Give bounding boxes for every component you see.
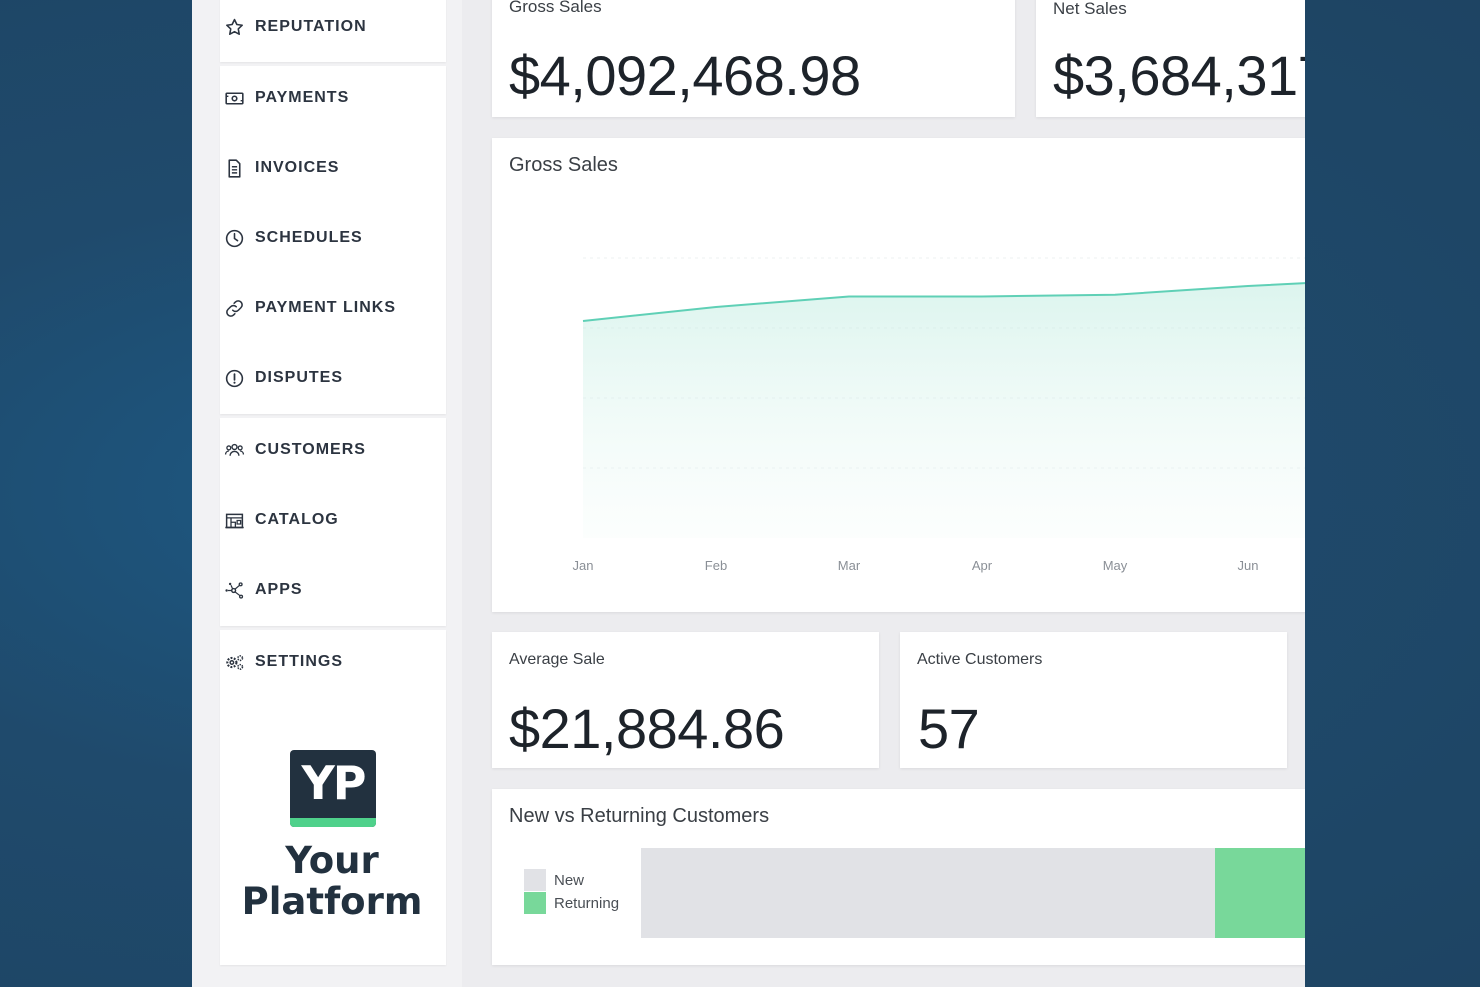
sidebar-item-label: PAYMENT LINKS bbox=[255, 299, 397, 316]
active-customers-value: 57 bbox=[918, 697, 980, 760]
sidebar-item-schedules[interactable]: SCHEDULES bbox=[224, 223, 363, 253]
sidebar-item-disputes[interactable]: DISPUTES bbox=[224, 363, 343, 393]
link-icon bbox=[226, 299, 243, 317]
sidebar-item-label: DISPUTES bbox=[255, 369, 344, 386]
average-sale-value: $21,884.86 bbox=[509, 697, 785, 760]
sidebar-item-label: INVOICES bbox=[255, 159, 340, 176]
gross-sales-chart-card: Gross Sales Jan Feb Mar Apr May Jun bbox=[492, 138, 1305, 612]
brand-name-line2: Platform bbox=[241, 880, 423, 923]
bar-segment-new bbox=[641, 848, 1215, 938]
brand-logo: YP bbox=[290, 750, 376, 827]
legend-swatch-new bbox=[524, 869, 546, 891]
average-sale-label: Average Sale bbox=[509, 651, 605, 668]
gross-sales-value: $4,092,468.98 bbox=[509, 44, 861, 107]
gross-sales-line bbox=[582, 282, 1305, 322]
sidebar-item-label: APPS bbox=[255, 581, 303, 598]
new-vs-returning-card: New vs Returning Customers New Returning bbox=[492, 789, 1305, 965]
apps-network-icon bbox=[225, 581, 244, 599]
logo-mark: YP bbox=[301, 756, 366, 810]
gears-icon bbox=[226, 654, 244, 670]
sidebar-item-label: CUSTOMERS bbox=[255, 441, 366, 458]
x-tick-label-mar: Mar bbox=[838, 558, 861, 573]
average-sale-card: Average Sale $21,884.86 bbox=[492, 632, 879, 768]
legend-label-new: New bbox=[554, 871, 585, 889]
star-icon bbox=[226, 18, 243, 35]
sidebar-item-catalog[interactable]: CATALOG bbox=[224, 505, 339, 535]
app-screen: REPUTATION PAYMENTS INVOICES SCHEDULES P… bbox=[192, 0, 1305, 987]
gross-sales-area bbox=[583, 283, 1305, 538]
net-sales-card: Net Sales $3,684,317 bbox=[1036, 0, 1305, 117]
sidebar-item-payments[interactable]: PAYMENTS bbox=[224, 83, 349, 113]
sidebar-item-settings[interactable]: SETTINGS bbox=[224, 647, 343, 677]
sidebar-item-label: PAYMENTS bbox=[255, 89, 350, 106]
brand-name: Your Platform bbox=[232, 840, 432, 922]
x-tick-label-jun: Jun bbox=[1238, 558, 1259, 573]
new-vs-returning-title: New vs Returning Customers bbox=[509, 805, 770, 827]
people-icon bbox=[224, 443, 245, 456]
gross-sales-chart-title: Gross Sales bbox=[509, 154, 618, 176]
new-vs-returning-bar-chart bbox=[641, 848, 1305, 938]
x-tick-label-jan: Jan bbox=[573, 558, 594, 573]
gross-sales-label: Gross Sales bbox=[509, 0, 602, 16]
legend-swatch-returning bbox=[524, 892, 546, 914]
sidebar-item-label: SCHEDULES bbox=[255, 229, 363, 246]
nav-group-customers bbox=[220, 418, 446, 626]
cash-icon bbox=[225, 91, 244, 105]
active-customers-card: Active Customers 57 bbox=[900, 632, 1287, 768]
bar-segment-returning bbox=[1215, 848, 1305, 938]
sidebar-item-customers[interactable]: CUSTOMERS bbox=[224, 435, 366, 465]
sidebar-item-payment-links[interactable]: PAYMENT LINKS bbox=[224, 293, 396, 323]
sidebar: REPUTATION PAYMENTS INVOICES SCHEDULES P… bbox=[192, 0, 462, 987]
sidebar-item-reputation[interactable]: REPUTATION bbox=[224, 12, 367, 42]
net-sales-value: $3,684,317 bbox=[1053, 44, 1305, 107]
sidebar-item-label: CATALOG bbox=[255, 511, 339, 528]
sidebar-item-label: REPUTATION bbox=[255, 18, 367, 35]
active-customers-label: Active Customers bbox=[917, 651, 1043, 668]
nav-group-top bbox=[220, 0, 446, 62]
gross-sales-card: Gross Sales $4,092,468.98 bbox=[492, 0, 1015, 117]
clock-icon bbox=[225, 229, 244, 247]
store-icon bbox=[225, 513, 244, 528]
legend-returning: Returning bbox=[524, 892, 619, 914]
brand-name-line1: Your bbox=[285, 839, 379, 882]
sidebar-item-apps[interactable]: APPS bbox=[224, 575, 303, 605]
x-tick-label-apr: Apr bbox=[972, 558, 993, 573]
net-sales-label: Net Sales bbox=[1053, 0, 1127, 18]
legend-new: New bbox=[524, 869, 584, 891]
sidebar-item-label: SETTINGS bbox=[255, 653, 344, 670]
sidebar-item-invoices[interactable]: INVOICES bbox=[224, 153, 339, 183]
gross-sales-chart: Jan Feb Mar Apr May Jun bbox=[573, 257, 1305, 573]
alert-circle-icon bbox=[225, 369, 244, 387]
nav-group-payments bbox=[220, 66, 446, 414]
legend-label-returning: Returning bbox=[554, 894, 620, 912]
document-icon bbox=[228, 158, 241, 178]
logo-accent-bar bbox=[290, 818, 376, 827]
x-tick-label-may: May bbox=[1103, 558, 1128, 573]
x-tick-label-feb: Feb bbox=[705, 558, 727, 573]
